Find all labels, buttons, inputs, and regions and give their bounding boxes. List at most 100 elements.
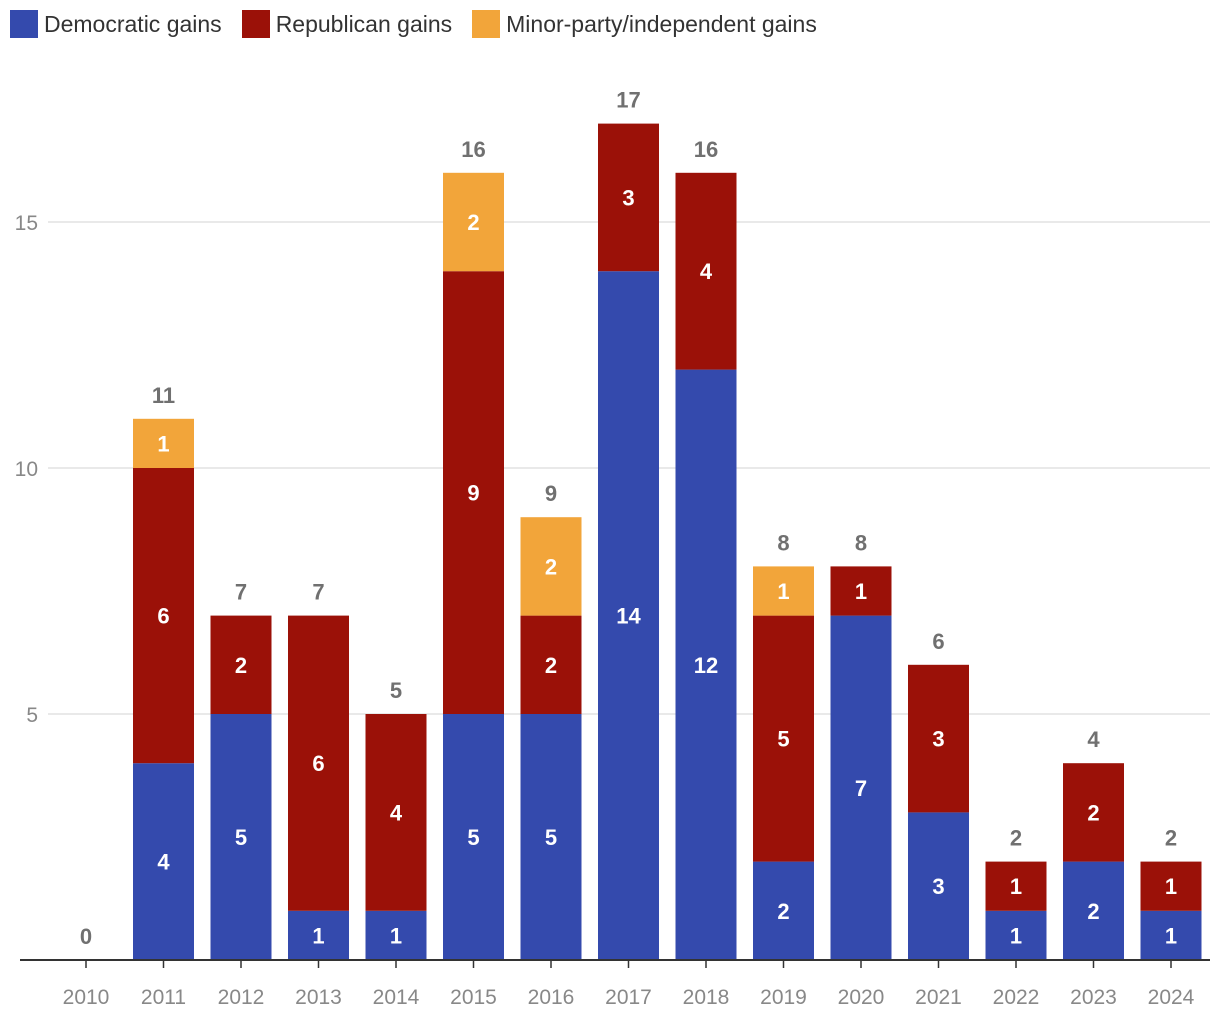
legend-label-democratic: Democratic gains [44,10,222,37]
bar-segment-2015-series-0 [443,714,504,960]
segment-value-label-2021-series-1: 3 [932,727,944,752]
segment-value-label-2014-series-0: 1 [390,923,402,948]
segment-value-label-2012-series-0: 5 [235,825,247,850]
segment-value-label-2022-series-0: 1 [1010,923,1022,948]
legend-swatch-minor-party [472,10,501,38]
bar-segment-2021-series-0 [908,812,969,960]
segment-value-label-2020-series-0: 7 [855,776,867,801]
segment-value-label-2024-series-1: 1 [1165,874,1177,899]
segment-value-label-2017-series-1: 3 [622,185,634,210]
bar-segment-2014-series-1 [365,714,427,911]
bar-segment-2020-series-1 [830,566,892,616]
x-tick-label-2012: 2012 [218,986,265,1009]
legend-label-minor-party: Minor-party/independent gains [506,10,817,37]
segment-value-label-2015-series-0: 5 [467,825,479,850]
segment-value-label-2013-series-1: 6 [312,751,324,776]
x-tick-label-2024: 2024 [1148,986,1195,1009]
segment-value-label-2018-series-1: 4 [700,259,713,284]
bar-segment-2012-series-0 [210,714,272,960]
legend-item-republican[interactable]: Republican gains [241,10,453,38]
bar-segment-2016-series-2 [520,517,582,616]
segment-value-label-2016-series-2: 2 [545,554,557,579]
bar-segment-2020-series-0 [830,615,892,960]
segment-value-label-2023-series-0: 2 [1087,899,1099,924]
x-tick-label-2020: 2020 [838,986,885,1009]
segment-value-label-2011-series-2: 1 [157,431,169,456]
bar-segment-2013-series-0 [288,910,349,960]
bar-segment-2024-series-0 [1140,910,1202,960]
segment-value-label-2011-series-0: 4 [157,850,170,875]
bar-segment-2019-series-0 [753,861,814,960]
bar-segment-2011-series-0 [133,763,194,960]
segment-value-label-2024-series-0: 1 [1165,923,1177,948]
bar-segment-2016-series-1 [520,615,582,714]
x-tick-label-2013: 2013 [295,986,342,1009]
segment-value-label-2019-series-2: 1 [777,579,789,604]
y-tick-label-5: 5 [26,704,38,727]
legend-item-democratic[interactable]: Democratic gains [10,10,222,38]
bar-segment-2017-series-0 [598,271,659,960]
total-label-2019: 8 [777,530,789,555]
total-label-2024: 2 [1165,826,1177,851]
x-tick-label-2016: 2016 [528,986,575,1009]
bar-segment-2021-series-1 [908,664,969,813]
x-tick-label-2022: 2022 [993,986,1040,1009]
x-tick-label-2021: 2021 [915,986,962,1009]
bar-segment-2014-series-0 [365,910,427,960]
segment-value-label-2011-series-1: 6 [157,604,169,629]
bar-segment-2011-series-1 [133,468,194,764]
legend-swatch-democratic [10,10,38,38]
bar-segment-2015-series-1 [443,271,504,714]
total-label-2015: 16 [461,137,485,162]
segment-value-label-2016-series-1: 2 [545,653,557,678]
total-label-2014: 5 [390,678,402,703]
bar-segment-2016-series-0 [520,714,582,960]
y-tick-label-10: 10 [15,458,38,481]
bar-segment-2012-series-1 [210,615,272,714]
segment-value-label-2021-series-0: 3 [932,874,944,899]
segment-value-label-2012-series-1: 2 [235,653,247,678]
x-tick-label-2018: 2018 [683,986,730,1009]
total-label-2010: 0 [80,924,92,949]
segment-value-label-2018-series-0: 12 [694,653,718,678]
total-label-2011: 11 [152,383,175,408]
legend-label-republican: Republican gains [275,10,453,37]
bar-segment-2018-series-0 [675,369,737,961]
total-label-2018: 16 [694,137,718,162]
segment-value-label-2014-series-1: 4 [390,800,403,825]
x-tick-label-2023: 2023 [1070,986,1117,1009]
bar-segment-2013-series-1 [288,615,349,911]
total-label-2021: 6 [932,629,944,654]
bar-segment-2022-series-1 [985,861,1047,911]
bar-segment-2023-series-0 [1063,861,1124,960]
segment-value-label-2020-series-1: 1 [855,579,867,604]
segment-value-label-2019-series-1: 5 [777,727,789,752]
bar-segment-2017-series-1 [598,123,659,272]
bar-segment-2023-series-1 [1063,763,1124,862]
x-tick-label-2017: 2017 [605,986,652,1009]
segment-value-label-2016-series-0: 5 [545,825,557,850]
segment-value-label-2022-series-1: 1 [1010,874,1022,899]
bar-segment-2024-series-1 [1140,861,1202,911]
segment-value-label-2023-series-1: 2 [1087,800,1099,825]
bar-segment-2015-series-2 [443,172,504,272]
total-label-2012: 7 [235,580,247,605]
x-tick-label-2011: 2011 [141,986,186,1009]
bar-segment-2022-series-0 [985,910,1047,960]
segment-value-label-2015-series-1: 9 [467,481,479,506]
total-label-2022: 2 [1010,826,1022,851]
y-tick-label-15: 15 [15,212,38,235]
legend-item-minor-party[interactable]: Minor-party/independent gains [472,10,817,38]
bar-segment-2019-series-1 [753,615,814,862]
total-label-2016: 9 [545,481,557,506]
segment-value-label-2013-series-0: 1 [312,923,324,948]
legend-swatch-republican [241,10,270,38]
segment-value-label-2017-series-0: 14 [616,604,641,629]
x-tick-label-2019: 2019 [760,986,807,1009]
x-tick-label-2014: 2014 [373,986,420,1009]
total-label-2023: 4 [1087,727,1100,752]
bar-segment-2011-series-2 [133,418,194,468]
chart-legend: Democratic gains Republican gains Minor-… [10,10,837,38]
bar-segment-2018-series-1 [675,172,737,370]
